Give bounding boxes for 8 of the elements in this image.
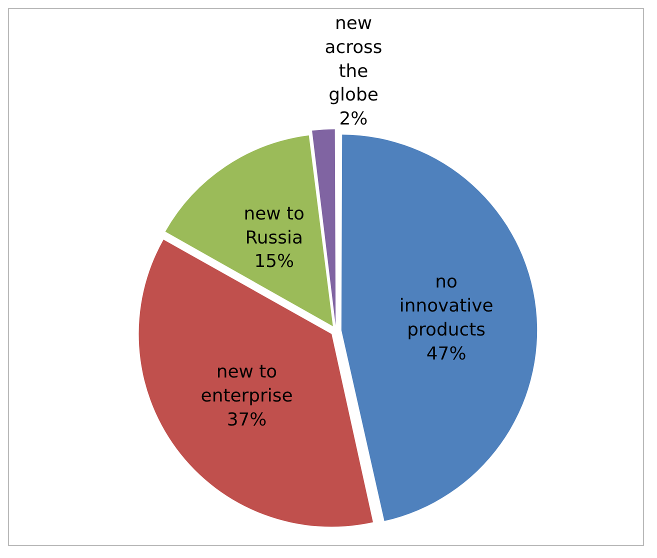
slice-label: new to Russia: [244, 203, 304, 248]
data-label: 2%: [339, 108, 368, 130]
slice-label: new across the globe: [324, 12, 382, 106]
data-label: 37%: [226, 409, 267, 430]
slice-label: new to enterprise: [200, 362, 293, 406]
data-label: 15%: [254, 251, 294, 272]
slice-label: no innovative products: [399, 272, 494, 340]
data-label: 47%: [426, 343, 466, 364]
